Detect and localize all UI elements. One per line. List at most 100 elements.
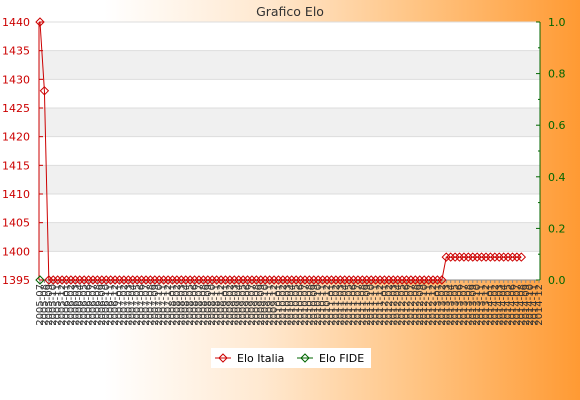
x-tick-label: 2009-06 xyxy=(243,284,254,326)
data-point-elo-italia xyxy=(119,275,129,285)
data-point-elo-italia xyxy=(128,275,138,285)
y-left-tick-label: 1410 xyxy=(2,188,30,201)
data-point-elo-italia xyxy=(83,275,94,285)
x-tick-label: 2011-11 xyxy=(371,284,382,326)
x-tick-label: 2013-07 xyxy=(459,284,470,326)
data-point-elo-italia xyxy=(468,252,478,262)
x-tick-label: 2008-12 xyxy=(216,284,227,326)
data-point-elo-italia xyxy=(507,252,518,262)
data-point-elo-italia xyxy=(331,275,341,285)
x-tick-label: 2008-05 xyxy=(185,284,196,326)
data-point-elo-italia xyxy=(194,275,204,285)
data-point-elo-italia xyxy=(503,252,513,262)
x-tick-label: 2009-11 xyxy=(265,284,276,326)
data-point-elo-italia xyxy=(432,275,443,285)
grid-band xyxy=(39,165,540,194)
data-point-elo-italia xyxy=(264,275,275,285)
data-point-elo-italia xyxy=(189,275,200,285)
x-tick-label: 2013-12 xyxy=(481,284,492,326)
x-tick-label: 2007-08 xyxy=(145,284,156,326)
data-point-elo-italia xyxy=(238,275,248,285)
x-tick-label: 2005-12 xyxy=(57,284,68,326)
data-point-elo-italia xyxy=(423,275,434,285)
data-point-elo-italia xyxy=(357,275,368,285)
x-tick-label: 2011-03 xyxy=(335,284,346,326)
y-right-tick-label: 0.0 xyxy=(548,274,566,287)
data-point-elo-italia xyxy=(216,275,226,285)
x-tick-label: 2005-08 xyxy=(39,284,50,326)
x-tick-label: 2010-06 xyxy=(296,284,307,326)
data-point-elo-italia xyxy=(317,275,328,285)
data-point-elo-italia xyxy=(287,275,297,285)
x-tick-label: 2010-09 xyxy=(309,284,320,326)
legend-item-elo-italia: Elo Italia xyxy=(215,352,284,365)
y-left-tick-label: 1440 xyxy=(2,16,30,29)
x-tick-label: 2013-09 xyxy=(468,284,479,326)
data-point-elo-italia xyxy=(375,275,385,285)
x-tick-label: 2010-05 xyxy=(291,284,302,326)
data-point-elo-italia xyxy=(150,275,160,285)
x-tick-label: 2011-10 xyxy=(366,284,377,326)
data-point-elo-italia xyxy=(141,275,151,285)
x-tick-label: 2007-09 xyxy=(150,284,161,326)
data-point-elo-italia xyxy=(220,275,231,285)
x-tick-label: 2006-10 xyxy=(101,284,112,326)
data-point-elo-italia xyxy=(485,252,496,262)
data-point-elo-italia xyxy=(498,252,509,262)
x-tick-label: 2014-07 xyxy=(512,284,523,326)
x-tick-label: 2005-11 xyxy=(53,284,64,326)
data-point-elo-italia xyxy=(132,275,142,285)
data-point-elo-italia xyxy=(247,275,257,285)
x-tick-label: 2009-01 xyxy=(220,284,231,326)
data-point-elo-italia xyxy=(459,252,469,262)
x-tick-label: 2011-02 xyxy=(331,284,342,326)
x-tick-label: 2010-08 xyxy=(304,284,315,326)
data-point-elo-italia xyxy=(44,275,54,285)
data-point-elo-italia xyxy=(185,275,195,285)
x-tick-label: 2009-08 xyxy=(251,284,262,326)
x-tick-label: 2012-02 xyxy=(384,284,395,326)
data-point-elo-italia xyxy=(370,275,381,285)
x-tick-label: 2010-12 xyxy=(322,284,333,326)
x-tick-label: 2005-07 xyxy=(35,284,46,326)
x-tick-label: 2014-08 xyxy=(516,284,527,326)
x-tick-label: 2006-07 xyxy=(88,284,99,326)
x-tick-label: 2014-09 xyxy=(521,284,532,326)
data-point-elo-italia xyxy=(384,275,394,285)
x-tick-label: 2008-10 xyxy=(207,284,218,326)
data-point-elo-italia xyxy=(295,275,306,285)
x-tick-label: 2009-09 xyxy=(256,284,267,326)
data-point-elo-italia xyxy=(163,275,173,285)
x-tick-label: 2007-12 xyxy=(163,284,174,326)
grid-band xyxy=(39,222,540,252)
x-tick-label: 2010-10 xyxy=(313,284,324,326)
x-tick-label: 2012-03 xyxy=(388,284,399,326)
x-tick-label: 2012-10 xyxy=(419,284,430,326)
x-tick-label: 2014-03 xyxy=(494,284,505,326)
y-left-tick-label: 1425 xyxy=(2,102,30,115)
y-left-tick-label: 1405 xyxy=(2,217,30,230)
y-right-tick-label: 1.0 xyxy=(548,16,566,29)
data-point-elo-italia xyxy=(335,275,345,285)
x-tick-label: 2006-09 xyxy=(97,284,108,326)
data-point-elo-italia xyxy=(322,275,332,285)
data-point-elo-italia xyxy=(234,275,244,285)
x-tick-label: 2009-07 xyxy=(247,284,258,326)
data-point-elo-italia xyxy=(291,275,301,285)
grid-band xyxy=(39,50,540,80)
x-tick-label: 2010-03 xyxy=(282,284,293,326)
x-tick-label: 2013-04 xyxy=(446,284,457,326)
data-point-elo-italia xyxy=(123,275,134,285)
data-point-elo-italia xyxy=(75,275,85,285)
x-tick-label: 2007-06 xyxy=(137,284,148,326)
data-point-elo-italia xyxy=(105,275,116,285)
data-point-elo-italia xyxy=(167,275,178,285)
x-tick-label: 2012-09 xyxy=(415,284,426,326)
x-tick-label: 2009-03 xyxy=(229,284,240,326)
x-tick-label: 2013-10 xyxy=(472,284,483,326)
x-tick-label: 2009-12 xyxy=(269,284,280,326)
data-point-elo-italia xyxy=(392,275,403,285)
x-tick-label: 2009-05 xyxy=(238,284,249,326)
x-tick-label: 2012-01 xyxy=(379,284,390,326)
